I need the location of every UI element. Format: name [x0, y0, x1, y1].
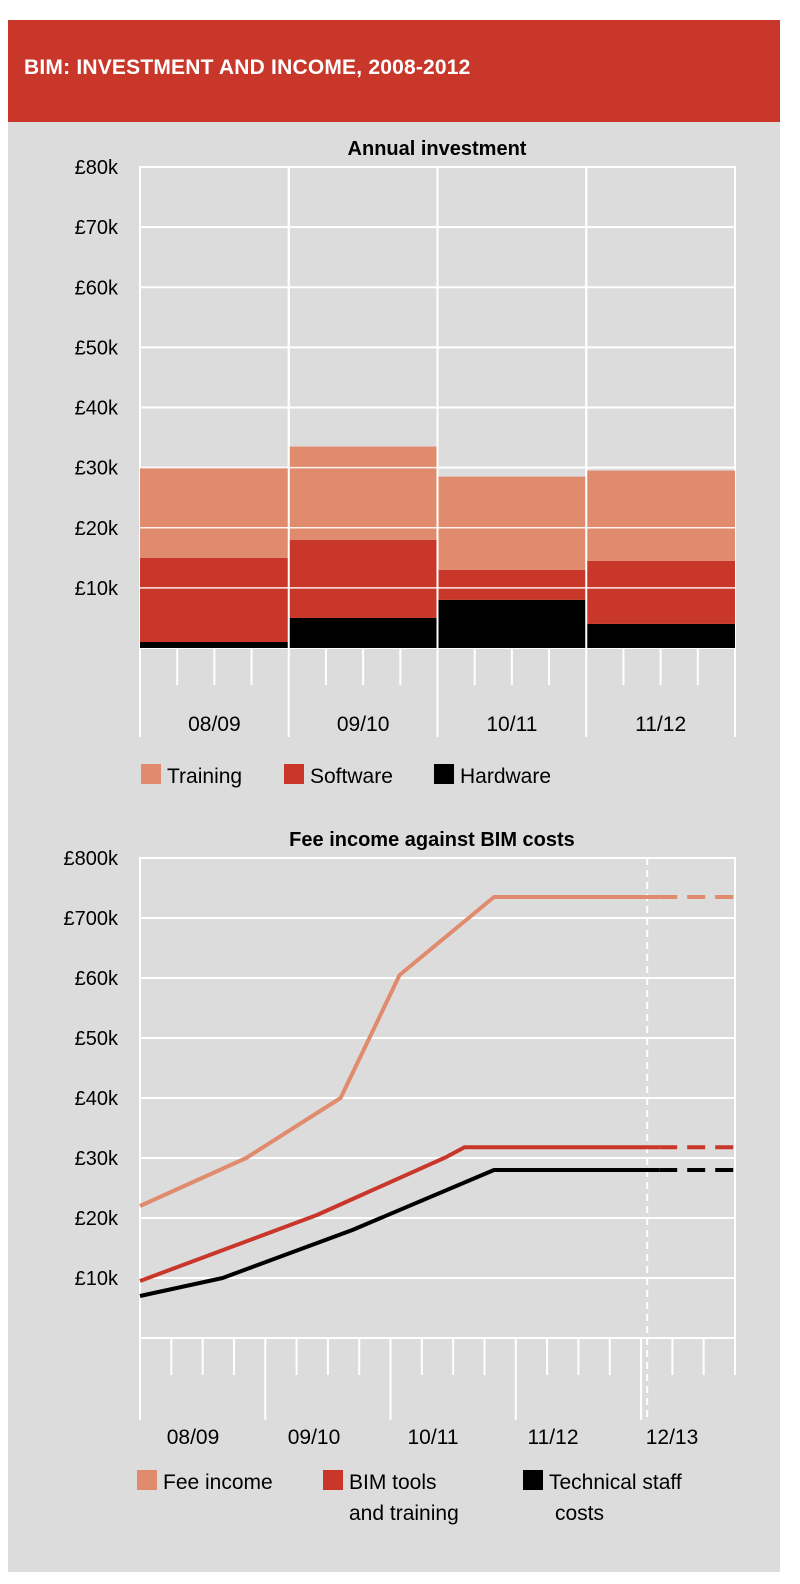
x-tick-label: 10/11: [408, 1426, 459, 1449]
line-fee-income: [139, 895, 660, 1208]
bar-software: [437, 569, 587, 600]
bar-software: [140, 557, 289, 642]
bar-training: [140, 467, 289, 558]
y-tick-label: £60k: [75, 277, 119, 299]
y-tick-label: £700k: [64, 908, 119, 930]
y-tick-label: £80k: [75, 157, 119, 179]
legend-label: Training: [167, 765, 242, 788]
legend-swatch: [323, 1470, 343, 1490]
legend-swatch: [284, 764, 304, 784]
legend-swatch: [137, 1470, 157, 1490]
y-tick-label: £70k: [75, 217, 119, 239]
legend-swatch: [523, 1470, 543, 1490]
x-tick-label: 08/09: [188, 713, 241, 736]
bar-hardware: [437, 599, 587, 648]
chart-title: Annual investment: [348, 138, 527, 160]
legend-label: costs: [555, 1502, 604, 1525]
bar-training: [586, 470, 735, 561]
legend-swatch: [434, 764, 454, 784]
legend-label: Hardware: [460, 765, 551, 788]
x-tick-label: 08/09: [167, 1426, 220, 1449]
bar-hardware: [288, 617, 438, 648]
legend-swatch: [141, 764, 161, 784]
annual-investment-chart: Annual investment £10k £20k £30k £40k £50k £60…: [75, 138, 736, 788]
line-bim-tools-and-training: [139, 1145, 660, 1283]
y-tick-label: £40k: [75, 398, 119, 420]
bar-software: [288, 539, 438, 618]
legend-label: Software: [310, 765, 393, 788]
bar-training: [288, 446, 438, 540]
y-tick-label: £50k: [75, 337, 119, 359]
x-tick-label: 11/12: [635, 713, 686, 736]
legend-label: BIM tools: [349, 1471, 437, 1494]
y-tick-label: £20k: [75, 518, 119, 540]
bar-software: [586, 560, 735, 624]
y-tick-label: £30k: [75, 458, 119, 480]
fee-income-chart: Fee income against BIM costs £10k £20k £30k…: [64, 829, 736, 1525]
x-tick-label: 09/10: [288, 1426, 341, 1449]
header-title: BIM: INVESTMENT AND INCOME, 2008-2012: [24, 56, 471, 79]
x-tick-label: 12/13: [646, 1426, 699, 1449]
legend-label: Technical staff: [549, 1471, 682, 1494]
x-tick-label: 11/12: [528, 1426, 579, 1449]
y-tick-label: £30k: [75, 1148, 119, 1170]
y-tick-label: £60k: [75, 968, 119, 990]
y-tick-label: £10k: [75, 578, 119, 600]
y-tick-label: £40k: [75, 1088, 119, 1110]
bar-hardware: [140, 641, 289, 648]
chart-title: Fee income against BIM costs: [289, 829, 575, 851]
line-technical-staff-costs: [139, 1168, 660, 1298]
chart-panel: [8, 20, 780, 1572]
y-tick-label: £20k: [75, 1208, 119, 1230]
bar-training: [437, 476, 587, 570]
x-tick-label: 09/10: [337, 713, 390, 736]
bar-hardware: [586, 623, 735, 648]
header-banner: [8, 20, 780, 122]
x-tick-label: 10/11: [486, 713, 537, 736]
legend-label: and training: [349, 1502, 459, 1525]
legend-label: Fee income: [163, 1471, 273, 1494]
y-tick-label: £50k: [75, 1028, 119, 1050]
y-tick-label: £10k: [75, 1268, 119, 1290]
y-tick-label: £800k: [64, 848, 119, 870]
